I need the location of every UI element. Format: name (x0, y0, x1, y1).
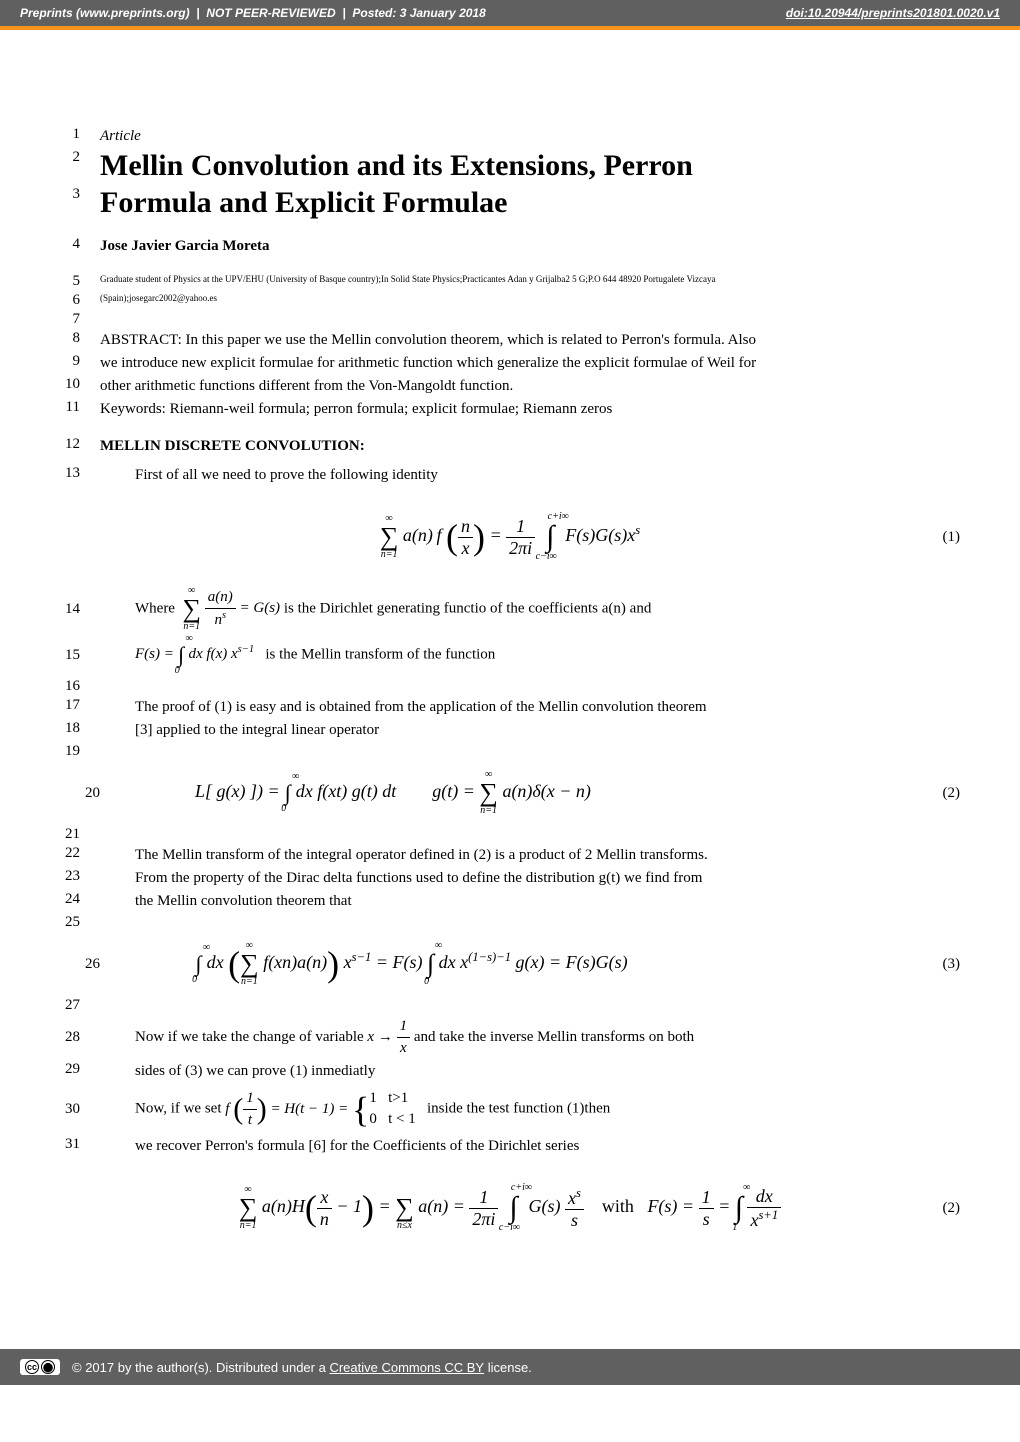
line-number: 15 (60, 647, 100, 664)
abstract-text: other arithmetic functions different fro… (100, 376, 960, 397)
line-number: 17 (60, 697, 100, 714)
abstract-text: we introduce new explicit formulae for a… (100, 353, 960, 374)
line-number: 5 (60, 273, 100, 290)
body-text: the Mellin convolution theorem that (100, 891, 960, 912)
line-number: 26 (60, 956, 120, 973)
footer-banner: cc⬤ © 2017 by the author(s). Distributed… (0, 1349, 1020, 1385)
line-number: 20 (60, 785, 120, 802)
equation-1-formula: ∞∑n=1 a(n) f (nx) = 12πi c+i∞∫c−i∞ F(s)G… (120, 512, 900, 562)
site-url: (www.preprints.org) (76, 6, 190, 20)
section-heading: MELLIN DISCRETE CONVOLUTION: (100, 436, 960, 457)
text-after: and take the inverse Mellin transforms o… (414, 1029, 694, 1045)
body-text: [3] applied to the integral linear opera… (100, 720, 960, 741)
line-number: 23 (60, 868, 100, 885)
line-number: 25 (60, 914, 100, 931)
body-text: F(s) = ∞∫0 dx f(x) xs−1 is the Mellin tr… (100, 634, 960, 676)
line-number: 11 (60, 399, 100, 416)
posted-date: Posted: 3 January 2018 (352, 6, 485, 20)
body-text: Now if we take the change of variable x … (100, 1016, 960, 1059)
equation-number: (3) (900, 956, 960, 973)
body-text: First of all we need to prove the follow… (100, 465, 960, 486)
line-number: 16 (60, 678, 100, 695)
line-number: 29 (60, 1061, 100, 1078)
line-number: 30 (60, 1101, 100, 1118)
paper-title-line: Formula and Explicit Formulae (100, 186, 960, 221)
line-number: 1 (60, 126, 100, 143)
equation-2: 20 L[ g(x) ]) = ∞∫0 dx f(xt) g(t) dt g(t… (60, 770, 960, 816)
equation-perron-formula: ∞∑n=1 a(n)H(xn − 1) = ∑n≤x a(n) = 12πi c… (120, 1183, 900, 1233)
text-before: Now if we take the change of variable (135, 1029, 367, 1045)
license-suffix: license. (488, 1360, 532, 1375)
keywords-text: Keywords: Riemann-weil formula; perron f… (100, 399, 960, 420)
text-after: inside the test function (1)then (427, 1101, 610, 1117)
cc-by-badge-icon: cc⬤ (20, 1359, 60, 1375)
body-text: The Mellin transform of the integral ope… (100, 845, 960, 866)
after-formula-text: is the Dirichlet generating functio of t… (284, 600, 652, 616)
author-name: Jose Javier Garcia Moreta (100, 236, 960, 257)
text-before: Now, if we set (135, 1101, 222, 1117)
abstract-text: ABSTRACT: In this paper we use the Melli… (100, 330, 960, 351)
line-number: 21 (60, 826, 100, 843)
line-number: 22 (60, 845, 100, 862)
after-formula-text: is the Mellin transform of the function (265, 646, 495, 662)
equation-number: (1) (900, 529, 960, 546)
equation-3: 26 ∞∫0 dx (∞∑n=1 f(xn)a(n)) xs−1 = F(s) … (60, 941, 960, 987)
line-number: 2 (60, 149, 100, 166)
line-number: 18 (60, 720, 100, 737)
paper-title-line: Mellin Convolution and its Extensions, P… (100, 149, 960, 184)
line-number: 3 (60, 186, 100, 203)
line-number: 10 (60, 376, 100, 393)
with-text: with (602, 1197, 634, 1217)
body-text: From the property of the Dirac delta fun… (100, 868, 960, 889)
paper-content: 1Article 2Mellin Convolution and its Ext… (0, 30, 1020, 1319)
equation-number: (2) (900, 785, 960, 802)
equation-3-formula: ∞∫0 dx (∞∑n=1 f(xn)a(n)) xs−1 = F(s) ∞∫0… (120, 941, 900, 987)
body-text: we recover Perron's formula [6] for the … (100, 1136, 960, 1157)
copyright-text: © 2017 by the author(s). Distributed und… (72, 1360, 326, 1375)
line-number: 31 (60, 1136, 100, 1153)
header-left: Preprints (www.preprints.org) | NOT PEER… (20, 6, 486, 20)
equation-perron: ∞∑n=1 a(n)H(xn − 1) = ∑n≤x a(n) = 12πi c… (60, 1183, 960, 1233)
line-number: 8 (60, 330, 100, 347)
line-number: 4 (60, 236, 100, 253)
line-number: 12 (60, 436, 100, 453)
body-text: sides of (3) we can prove (1) inmediatly (100, 1061, 960, 1082)
article-type: Article (100, 126, 960, 147)
line-number: 24 (60, 891, 100, 908)
where-text: Where (135, 600, 175, 616)
line-number: 13 (60, 465, 100, 482)
line-number: 9 (60, 353, 100, 370)
preprint-header-banner: Preprints (www.preprints.org) | NOT PEER… (0, 0, 1020, 26)
affiliation-text: (Spain);josegarc2002@yahoo.es (100, 292, 960, 306)
line-number: 27 (60, 997, 100, 1014)
site-name: Preprints (20, 6, 73, 20)
license-link[interactable]: Creative Commons CC BY (329, 1360, 484, 1375)
equation-number: (2) (900, 1200, 960, 1217)
line-number: 19 (60, 743, 100, 760)
doi-link[interactable]: doi:10.20944/preprints201801.0020.v1 (786, 6, 1000, 20)
line-number: 28 (60, 1029, 100, 1046)
equation-1: ∞∑n=1 a(n) f (nx) = 12πi c+i∞∫c−i∞ F(s)G… (60, 512, 960, 562)
equation-2-formula: L[ g(x) ]) = ∞∫0 dx f(xt) g(t) dt g(t) =… (120, 770, 900, 816)
body-text: Where ∞∑n=1 a(n)ns = G(s) is the Dirichl… (100, 586, 960, 632)
not-peer-reviewed: NOT PEER-REVIEWED (206, 6, 335, 20)
body-text: Now, if we set f (1t) = H(t − 1) = {1 t>… (100, 1084, 960, 1134)
line-number: 6 (60, 292, 100, 309)
line-number: 14 (60, 601, 100, 618)
body-text: The proof of (1) is easy and is obtained… (100, 697, 960, 718)
line-number: 7 (60, 311, 100, 328)
affiliation-text: Graduate student of Physics at the UPV/E… (100, 273, 960, 287)
